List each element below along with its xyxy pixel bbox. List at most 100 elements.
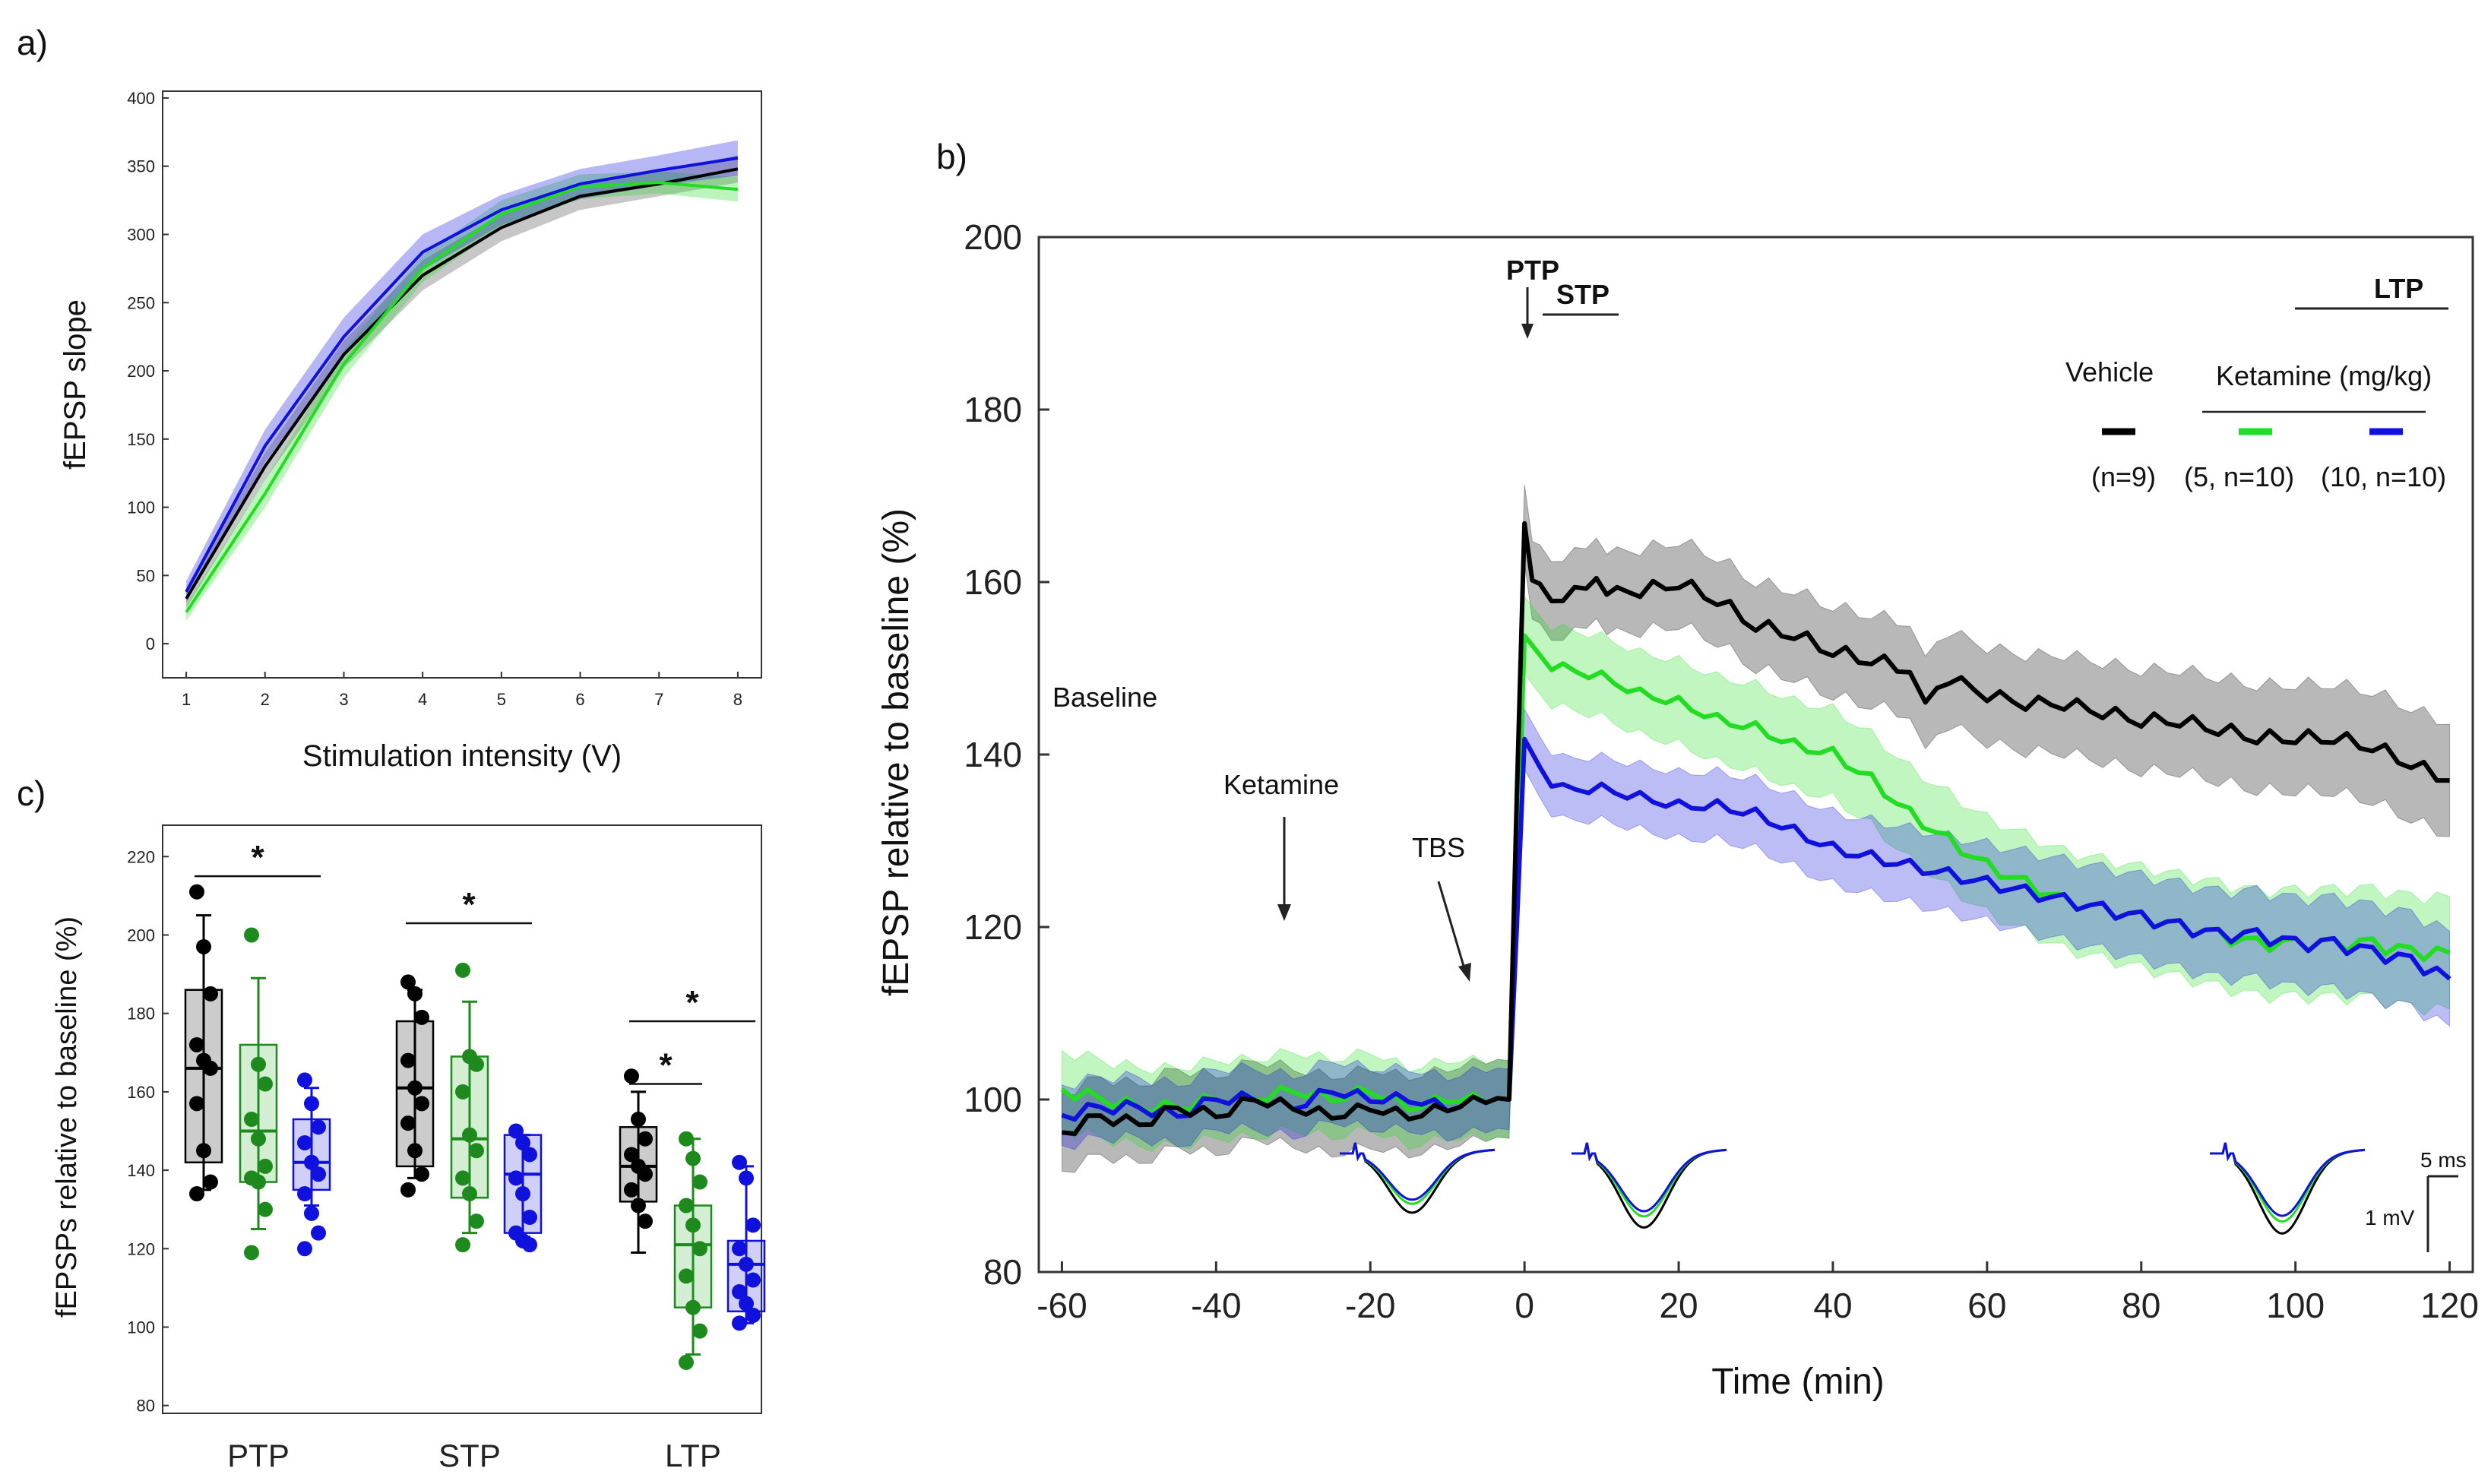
ptp-arrowhead [1521, 324, 1534, 339]
c-data-point [311, 1225, 326, 1241]
a-ytick-label: 250 [127, 293, 155, 312]
c-data-point [311, 1119, 326, 1135]
b-xtick-label: 120 [2420, 1286, 2479, 1325]
c-data-point [189, 884, 204, 900]
c-data-point [679, 1268, 694, 1284]
a-xtick-label: 6 [575, 690, 584, 709]
c-data-point [196, 938, 211, 954]
panel-label-a: a) [17, 23, 48, 62]
c-data-point [455, 1170, 470, 1186]
c-category-label: LTP [665, 1438, 721, 1473]
c-data-point [522, 1147, 537, 1163]
c-data-point [462, 1127, 477, 1143]
c-data-point [685, 1150, 701, 1166]
c-data-point [414, 1166, 429, 1182]
c-data-point [304, 1154, 319, 1170]
panel-a-xlabel: Stimulation intensity (V) [302, 739, 622, 773]
c-ytick-label: 140 [127, 1161, 155, 1180]
legend-ketamine-label: Ketamine (mg/kg) [2216, 360, 2432, 391]
c-data-point [400, 1182, 416, 1198]
c-data-point [631, 1112, 646, 1127]
c-data-point [297, 1186, 312, 1202]
example-traces [1340, 1142, 2366, 1235]
c-data-point [251, 1174, 266, 1190]
b-xtick-label: -40 [1191, 1286, 1241, 1325]
a-line-2 [185, 156, 739, 593]
c-data-point [414, 1096, 429, 1112]
c-data-point [189, 1096, 204, 1112]
c-ytick-label: 180 [127, 1005, 155, 1024]
c-sig-star: * [659, 1047, 673, 1084]
trace-1-2 [1572, 1142, 1727, 1213]
legend-ket10-n: (10, n=10) [2321, 461, 2446, 492]
c-data-point [732, 1241, 747, 1257]
baseline-annotation: Baseline [1052, 682, 1157, 713]
c-data-point [732, 1315, 747, 1331]
b-ytick-label: 140 [964, 735, 1022, 774]
a-xtick-label: 4 [418, 690, 427, 709]
a-ytick-label: 200 [127, 362, 155, 381]
a-ytick-label: 400 [127, 89, 155, 108]
c-data-point [244, 1112, 259, 1127]
b-ytick-label: 100 [964, 1080, 1022, 1119]
c-data-point [258, 1201, 273, 1217]
c-data-point [638, 1213, 653, 1229]
c-data-point [244, 1245, 259, 1261]
c-data-point [407, 986, 423, 1001]
a-xtick-label: 1 [182, 690, 191, 709]
c-ytick-label: 80 [137, 1397, 155, 1416]
a-line-1 [185, 181, 739, 613]
panel-b-chart: -60 -40 -20 0 20 40 60 80 100 120 80 100 120 140 160 18… [876, 217, 2479, 1402]
panel-b-ylabel: fEPSP relative to baseline (%) [876, 508, 916, 996]
c-data-point [407, 1143, 423, 1159]
c-data-point [251, 1131, 266, 1147]
b-xtick-label: 100 [2266, 1286, 2325, 1325]
c-data-point [732, 1284, 747, 1300]
panel-a-ylabel: fEPSP slope [59, 299, 92, 470]
ketamine-annotation: Ketamine [1223, 769, 1339, 800]
c-data-point [679, 1131, 694, 1147]
c-data-point [522, 1237, 537, 1253]
c-data-point [515, 1186, 530, 1202]
c-data-point [508, 1123, 524, 1139]
b-ytick-label: 160 [964, 562, 1022, 602]
b-ytick-label: 120 [964, 907, 1022, 947]
panel-c-ylabel: fEPSPs relative to baseline (%) [51, 916, 83, 1318]
b-xtick-label: 20 [1659, 1286, 1698, 1325]
c-data-point [258, 1076, 273, 1092]
panel-a-chart: 1 2 3 4 5 6 7 8 0 50 100 150 200 250 300 350 400 Stimula… [59, 89, 762, 773]
c-ytick-label: 120 [127, 1239, 155, 1258]
c-data-point [455, 1084, 470, 1100]
c-data-point [508, 1170, 524, 1186]
c-data-point [311, 1166, 326, 1182]
c-data-point [400, 1052, 416, 1068]
trace-0-2 [1340, 1142, 1496, 1201]
c-data-point [244, 927, 259, 943]
tbs-arrowhead [1458, 963, 1471, 982]
c-sig-star: * [251, 839, 264, 876]
c-ytick-label: 220 [127, 847, 155, 866]
legend-vehicle-n: (n=9) [2091, 461, 2156, 492]
c-data-point [189, 1036, 204, 1052]
c-data-point [692, 1241, 707, 1257]
c-data-point [745, 1217, 761, 1233]
c-data-point [638, 1131, 653, 1147]
tbs-annotation: TBS [1412, 832, 1465, 863]
b-ytick-label: 200 [964, 217, 1022, 257]
c-data-point [203, 1174, 218, 1190]
c-data-point [304, 1096, 319, 1112]
panel-a-frame [162, 90, 762, 679]
c-box [184, 989, 223, 1164]
b-xtick-label: 40 [1813, 1286, 1852, 1325]
c-data-point [400, 1115, 416, 1131]
b-xtick-label: -60 [1037, 1286, 1087, 1325]
c-data-point [304, 1205, 319, 1221]
c-sig-star: * [462, 886, 476, 923]
c-category-label: PTP [227, 1438, 290, 1473]
b-xtick-label: 80 [2122, 1286, 2160, 1325]
panel-label-b: b) [936, 137, 967, 176]
c-data-point [692, 1323, 707, 1339]
c-data-point [685, 1299, 701, 1315]
legend-ket5-n: (5, n=10) [2184, 461, 2294, 492]
